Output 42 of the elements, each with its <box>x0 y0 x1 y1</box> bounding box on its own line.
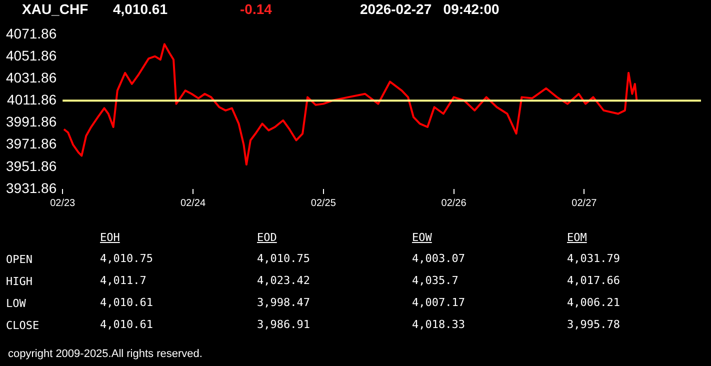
text: 4,006.21 <box>567 296 620 309</box>
chart-title: XAU_CHF <box>22 1 88 17</box>
text: 4,010.75 <box>100 252 153 265</box>
x-tick-label: 02/26 <box>441 198 467 209</box>
text: 4,031.79 <box>567 252 620 265</box>
text: 3,995.78 <box>567 318 620 331</box>
text: 4,010.61 <box>113 1 168 17</box>
text: 4,007.17 <box>412 296 465 309</box>
text: EOH <box>100 231 120 244</box>
text: EOD <box>257 231 277 244</box>
x-tick-label: 02/25 <box>310 198 336 209</box>
text: 4,010.75 <box>257 252 310 265</box>
text: OPEN <box>6 253 32 266</box>
text: 4,003.07 <box>412 252 465 265</box>
text: LOW <box>6 297 26 310</box>
text: HIGH <box>6 275 32 288</box>
text: 4,018.33 <box>412 318 465 331</box>
text: copyright 2009-2025.All rights reserved. <box>8 348 202 360</box>
x-tick-label: 02/27 <box>572 198 598 209</box>
text: EOW <box>412 231 432 244</box>
y-tick-label: 4051.86 <box>6 47 57 64</box>
x-tick-label: 02/24 <box>180 198 206 209</box>
text: 2026-02-27 09:42:00 <box>360 1 500 17</box>
text: EOM <box>567 231 587 244</box>
text: -0.14 <box>240 1 272 17</box>
text: 4,017.66 <box>567 274 620 287</box>
y-tick-label: 4031.86 <box>6 69 57 86</box>
y-tick-label: 3931.86 <box>6 180 57 196</box>
text: 4,023.42 <box>257 274 310 287</box>
text: 3,986.91 <box>257 318 310 331</box>
x-tick-label: 02/23 <box>50 198 76 209</box>
text: 4,035.7 <box>412 274 458 287</box>
text: 4,010.61 <box>100 296 153 309</box>
y-tick-label: 4011.86 <box>7 92 57 108</box>
text: 4,010.61 <box>100 318 153 331</box>
y-tick-label: 3991.86 <box>6 114 57 130</box>
text: 4,011.7 <box>100 274 146 287</box>
y-tick-label: 4071.86 <box>6 25 57 42</box>
y-tick-label: 3971.86 <box>6 136 57 152</box>
text: 3,998.47 <box>257 296 310 309</box>
y-tick-label: 3951.86 <box>6 158 57 174</box>
text: CLOSE <box>6 319 40 332</box>
